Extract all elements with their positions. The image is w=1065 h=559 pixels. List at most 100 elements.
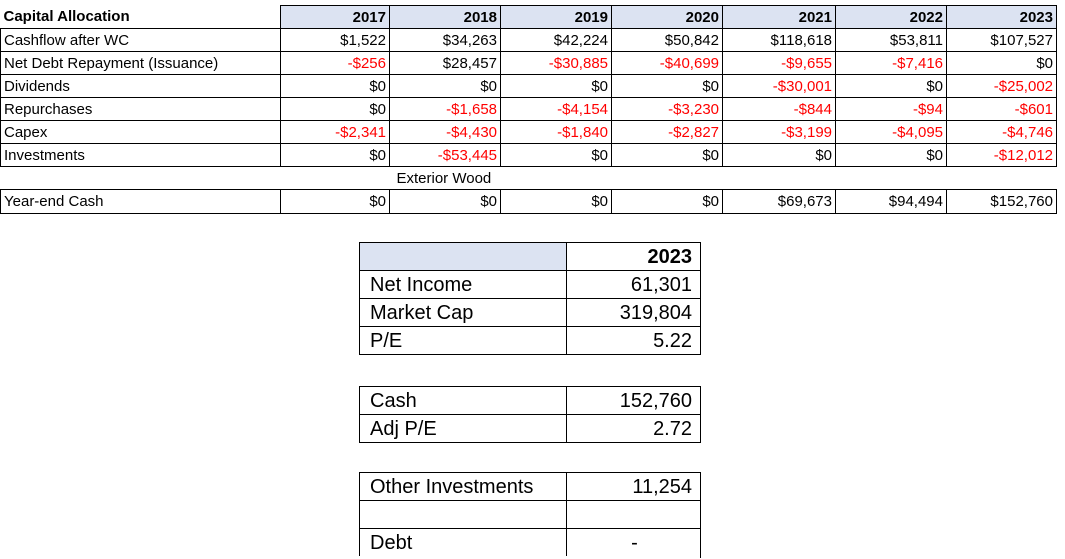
summary-label: Market Cap [359,298,567,327]
table-row: Net Income 61,301 [359,270,701,299]
year-end-cash-row: Year-end Cash $0 $0 $0 $0 $69,673 $94,49… [0,189,1057,214]
cell-value: -$25,002 [946,74,1057,98]
cell-value: $28,457 [389,51,501,75]
year-header: 2017 [280,5,390,29]
table-row: Repurchases $0 -$1,658 -$4,154 -$3,230 -… [0,97,1057,121]
cell-value: -$256 [280,51,390,75]
summary-year-header: 2023 [566,242,701,271]
note-text: Exterior Wood [396,169,492,187]
row-label: Year-end Cash [0,189,281,214]
valuation-summary-table: 2023 Net Income 61,301 Market Cap 319,80… [359,242,701,355]
summary-label: P/E [359,326,567,355]
summary-label [359,500,567,529]
summary-value [566,500,701,529]
cell-value: $94,494 [835,189,947,214]
cell-value: -$4,154 [500,97,612,121]
cell-value: $0 [611,143,723,167]
cell-value: -$3,199 [722,120,836,144]
note-row: Exterior Wood [1,167,1057,190]
cell-value: -$2,341 [280,120,390,144]
cell-value: -$844 [722,97,836,121]
summary-value: 2.72 [566,414,701,443]
cell-value: -$3,230 [611,97,723,121]
cell-value: -$30,001 [722,74,836,98]
cell-value: $0 [500,189,612,214]
summary-label: Adj P/E [359,414,567,443]
year-header-row: Capital Allocation 2017 2018 2019 2020 2… [0,5,1057,29]
cell-value: $0 [389,189,501,214]
summary-value: 319,804 [566,298,701,327]
summary-value: 61,301 [566,270,701,299]
table-row: Capex -$2,341 -$4,430 -$1,840 -$2,827 -$… [0,120,1057,144]
divider [700,536,701,558]
cell-value: $0 [280,143,390,167]
cell-value: $0 [722,143,836,167]
table-row: Market Cap 319,804 [359,298,701,327]
year-header: 2019 [500,5,612,29]
cell-value: $107,527 [946,28,1057,52]
cell-value: $0 [611,189,723,214]
cell-value: -$1,658 [389,97,501,121]
investments-debt-table: Other Investments 11,254 Debt - [359,472,701,556]
table-title: Capital Allocation [0,5,281,29]
cell-value: -$4,095 [835,120,947,144]
summary-value: 11,254 [566,472,701,501]
table-row: Cashflow after WC $1,522 $34,263 $42,224… [0,28,1057,52]
table-row: Net Debt Repayment (Issuance) -$256 $28,… [0,51,1057,75]
adjusted-pe-table: Cash 152,760 Adj P/E 2.72 [359,386,701,443]
cell-value: $0 [611,74,723,98]
year-header: 2023 [946,5,1057,29]
summary-value: 152,760 [566,386,701,415]
cell-value: $0 [500,74,612,98]
table-row: Other Investments 11,254 [359,472,701,501]
summary-label: Net Income [359,270,567,299]
summary-label: Other Investments [359,472,567,501]
summary-label: Cash [359,386,567,415]
capital-allocation-table: Capital Allocation 2017 2018 2019 2020 2… [0,5,1057,214]
cell-value: -$2,827 [611,120,723,144]
table-row: P/E 5.22 [359,326,701,355]
cell-value: $69,673 [722,189,836,214]
cell-value: -$94 [835,97,947,121]
cell-value: -$1,840 [500,120,612,144]
table-row: Adj P/E 2.72 [359,414,701,443]
cell-value: -$601 [946,97,1057,121]
summary-value: 5.22 [566,326,701,355]
cell-value: $0 [280,189,390,214]
cell-value: $42,224 [500,28,612,52]
cell-value: $34,263 [389,28,501,52]
table-row [359,500,701,529]
table-row: Debt - [359,528,701,556]
cell-value: $1,522 [280,28,390,52]
cell-value: -$40,699 [611,51,723,75]
cell-value: $0 [280,74,390,98]
row-label: Cashflow after WC [0,28,281,52]
cell-value: $0 [500,143,612,167]
summary-header-row: 2023 [359,242,701,271]
row-label: Investments [0,143,281,167]
cell-value: -$30,885 [500,51,612,75]
summary-value: - [566,528,701,556]
cell-value: $53,811 [835,28,947,52]
row-label: Net Debt Repayment (Issuance) [0,51,281,75]
row-label: Capex [0,120,281,144]
cell-value: $0 [280,97,390,121]
table-row: Dividends $0 $0 $0 $0 -$30,001 $0 -$25,0… [0,74,1057,98]
year-header: 2022 [835,5,947,29]
year-header: 2018 [389,5,501,29]
cell-value: -$12,012 [946,143,1057,167]
row-label: Dividends [0,74,281,98]
cell-value: -$9,655 [722,51,836,75]
year-header: 2021 [722,5,836,29]
cell-value: $0 [389,74,501,98]
cell-value: -$53,445 [389,143,501,167]
cell-value: $0 [835,74,947,98]
summary-header-blank [359,242,567,271]
table-row: Investments $0 -$53,445 $0 $0 $0 $0 -$12… [0,143,1057,167]
cell-value: -$4,746 [946,120,1057,144]
cell-value: $152,760 [946,189,1057,214]
cell-value: -$4,430 [389,120,501,144]
year-header: 2020 [611,5,723,29]
table-row: Cash 152,760 [359,386,701,415]
cell-value: $118,618 [722,28,836,52]
